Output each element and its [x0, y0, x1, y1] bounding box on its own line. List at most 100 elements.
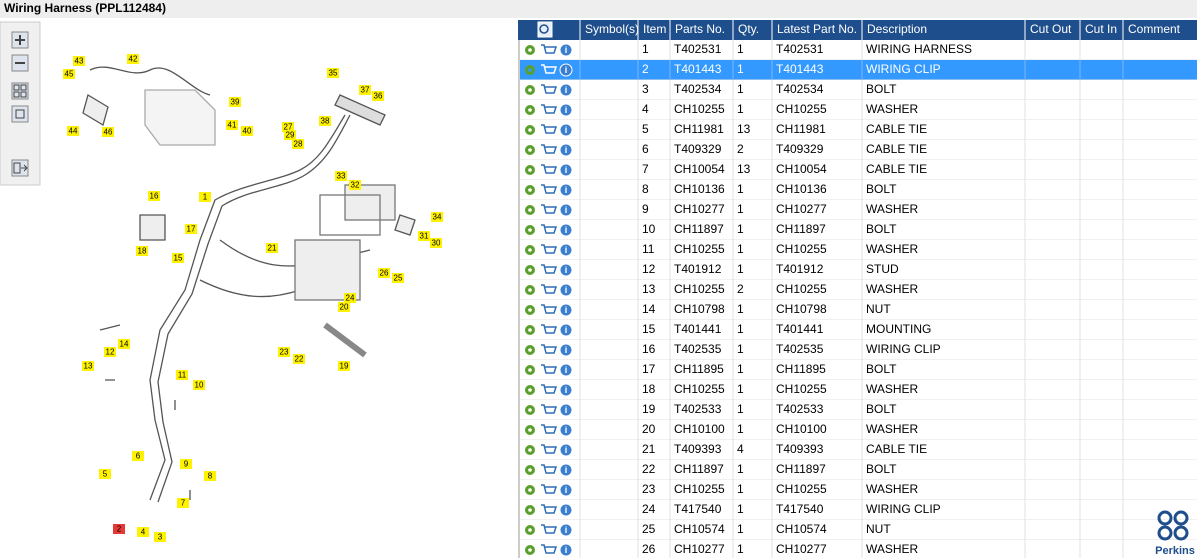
column-header[interactable]: Item	[643, 22, 666, 36]
cell: WASHER	[866, 242, 919, 256]
info-icon[interactable]	[559, 343, 573, 357]
cell: T402531	[674, 42, 722, 56]
cart-icon[interactable]	[541, 184, 558, 194]
cell: CH11897	[674, 222, 724, 236]
table-row[interactable]: i 8 CH10136 1 CH10136 BOLT	[520, 180, 1197, 201]
table-row[interactable]: i 6 T409329 2 T409329 CABLE TIE	[520, 140, 1197, 161]
info-icon[interactable]	[559, 83, 573, 97]
cart-icon[interactable]	[541, 84, 558, 94]
table-row[interactable]: i 7 CH10054 13 CH10054 CABLE TIE	[520, 160, 1197, 181]
cell: 1	[737, 62, 744, 76]
table-row[interactable]: i 16 T402535 1 T402535 WIRING CLIP	[520, 340, 1197, 361]
info-icon[interactable]	[559, 263, 573, 277]
cart-icon[interactable]	[541, 124, 558, 134]
column-header[interactable]: Cut Out	[1030, 22, 1072, 36]
table-row[interactable]: i 14 CH10798 1 CH10798 NUT	[520, 300, 1197, 321]
cart-icon[interactable]	[541, 344, 558, 354]
actual-size[interactable]	[11, 105, 29, 123]
table-row[interactable]: i 20 CH10100 1 CH10100 WASHER	[520, 420, 1197, 441]
table-row[interactable]: i 5 CH11981 13 CH11981 CABLE TIE	[520, 120, 1197, 141]
info-icon[interactable]	[559, 483, 573, 497]
table-row[interactable]: i 23 CH10255 1 CH10255 WASHER	[520, 480, 1197, 501]
info-icon[interactable]	[559, 163, 573, 177]
cart-icon[interactable]	[541, 104, 558, 114]
table-row[interactable]: i 13 CH10255 2 CH10255 WASHER	[520, 280, 1197, 301]
table-row[interactable]: i 10 CH11897 1 CH11897 BOLT	[520, 220, 1197, 241]
callout-label: 19	[340, 362, 349, 371]
cell: CH10054	[776, 162, 827, 176]
cell: CH10277	[776, 202, 827, 216]
table-row[interactable]: i 4 CH10255 1 CH10255 WASHER	[520, 100, 1197, 121]
column-header[interactable]: Comment	[1128, 22, 1181, 36]
cart-icon[interactable]	[541, 224, 558, 234]
info-icon[interactable]	[559, 203, 573, 217]
info-icon[interactable]	[559, 43, 573, 57]
table-row[interactable]: i 11 CH10255 1 CH10255 WASHER	[520, 240, 1197, 261]
cart-icon[interactable]	[541, 324, 558, 334]
cart-icon[interactable]	[541, 384, 558, 394]
cell: CH10136	[776, 182, 827, 196]
info-icon[interactable]	[559, 503, 573, 517]
table-row[interactable]: i 1 T402531 1 T402531 WIRING HARNESS	[520, 40, 1197, 61]
cart-icon[interactable]	[541, 144, 558, 154]
info-icon[interactable]	[559, 63, 573, 77]
info-icon[interactable]	[559, 143, 573, 157]
column-header[interactable]: Latest Part No.	[777, 22, 857, 36]
info-icon[interactable]	[559, 423, 573, 437]
info-icon[interactable]	[559, 403, 573, 417]
table-row[interactable]: i 17 CH11895 1 CH11895 BOLT	[520, 360, 1197, 381]
info-icon[interactable]	[559, 383, 573, 397]
cart-icon[interactable]	[541, 524, 558, 534]
table-row[interactable]: i 2 T401443 1 T401443 WIRING CLIP	[520, 60, 1197, 81]
cart-icon[interactable]	[541, 484, 558, 494]
table-row[interactable]: i 26 CH10277 1 CH10277 WASHER	[520, 540, 1197, 558]
callout-box	[193, 380, 205, 390]
callout-box	[292, 139, 304, 149]
cart-icon[interactable]	[541, 444, 558, 454]
cart-icon[interactable]	[541, 284, 558, 294]
info-icon[interactable]	[559, 243, 573, 257]
cart-icon[interactable]	[541, 64, 558, 74]
info-icon[interactable]	[559, 123, 573, 137]
table-row[interactable]: i 9 CH10277 1 CH10277 WASHER	[520, 200, 1197, 221]
column-header[interactable]: Description	[867, 22, 927, 36]
cart-icon[interactable]	[541, 464, 558, 474]
cart-icon[interactable]	[541, 244, 558, 254]
column-header[interactable]: Parts No.	[675, 22, 725, 36]
info-icon[interactable]	[559, 443, 573, 457]
info-icon[interactable]	[559, 323, 573, 337]
table-row[interactable]: i 19 T402533 1 T402533 BOLT	[520, 400, 1197, 421]
column-header[interactable]: Qty.	[738, 22, 759, 36]
cart-icon[interactable]	[541, 304, 558, 314]
table-row[interactable]: i 21 T409393 4 T409393 CABLE TIE	[520, 440, 1197, 461]
column-header[interactable]: Cut In	[1085, 22, 1117, 36]
cart-icon[interactable]	[541, 264, 558, 274]
table-row[interactable]: i 25 CH10574 1 CH10574 NUT	[520, 520, 1197, 541]
cart-icon[interactable]	[541, 204, 558, 214]
info-icon[interactable]	[559, 523, 573, 537]
cart-icon[interactable]	[541, 424, 558, 434]
info-icon[interactable]	[559, 223, 573, 237]
cart-icon[interactable]	[541, 44, 558, 54]
info-icon[interactable]	[559, 303, 573, 317]
info-icon[interactable]	[559, 283, 573, 297]
info-icon[interactable]	[559, 543, 573, 557]
table-row[interactable]: i 24 T417540 1 T417540 WIRING CLIP	[520, 500, 1197, 521]
cart-icon[interactable]	[541, 164, 558, 174]
info-icon[interactable]	[559, 183, 573, 197]
column-header[interactable]: Symbol(s)	[585, 22, 639, 36]
cart-icon[interactable]	[541, 544, 558, 554]
info-icon[interactable]	[559, 363, 573, 377]
cart-icon[interactable]	[541, 404, 558, 414]
cart-icon[interactable]	[541, 364, 558, 374]
search-icon[interactable]	[537, 21, 553, 38]
fit[interactable]	[11, 82, 29, 100]
table-row[interactable]: i 15 T401441 1 T401441 MOUNTING	[520, 320, 1197, 341]
table-row[interactable]: i 3 T402534 1 T402534 BOLT	[520, 80, 1197, 101]
table-row[interactable]: i 22 CH11897 1 CH11897 BOLT	[520, 460, 1197, 481]
info-icon[interactable]	[559, 463, 573, 477]
cart-icon[interactable]	[541, 504, 558, 514]
table-row[interactable]: i 12 T401912 1 T401912 STUD	[520, 260, 1197, 281]
table-row[interactable]: i 18 CH10255 1 CH10255 WASHER	[520, 380, 1197, 401]
info-icon[interactable]	[559, 103, 573, 117]
